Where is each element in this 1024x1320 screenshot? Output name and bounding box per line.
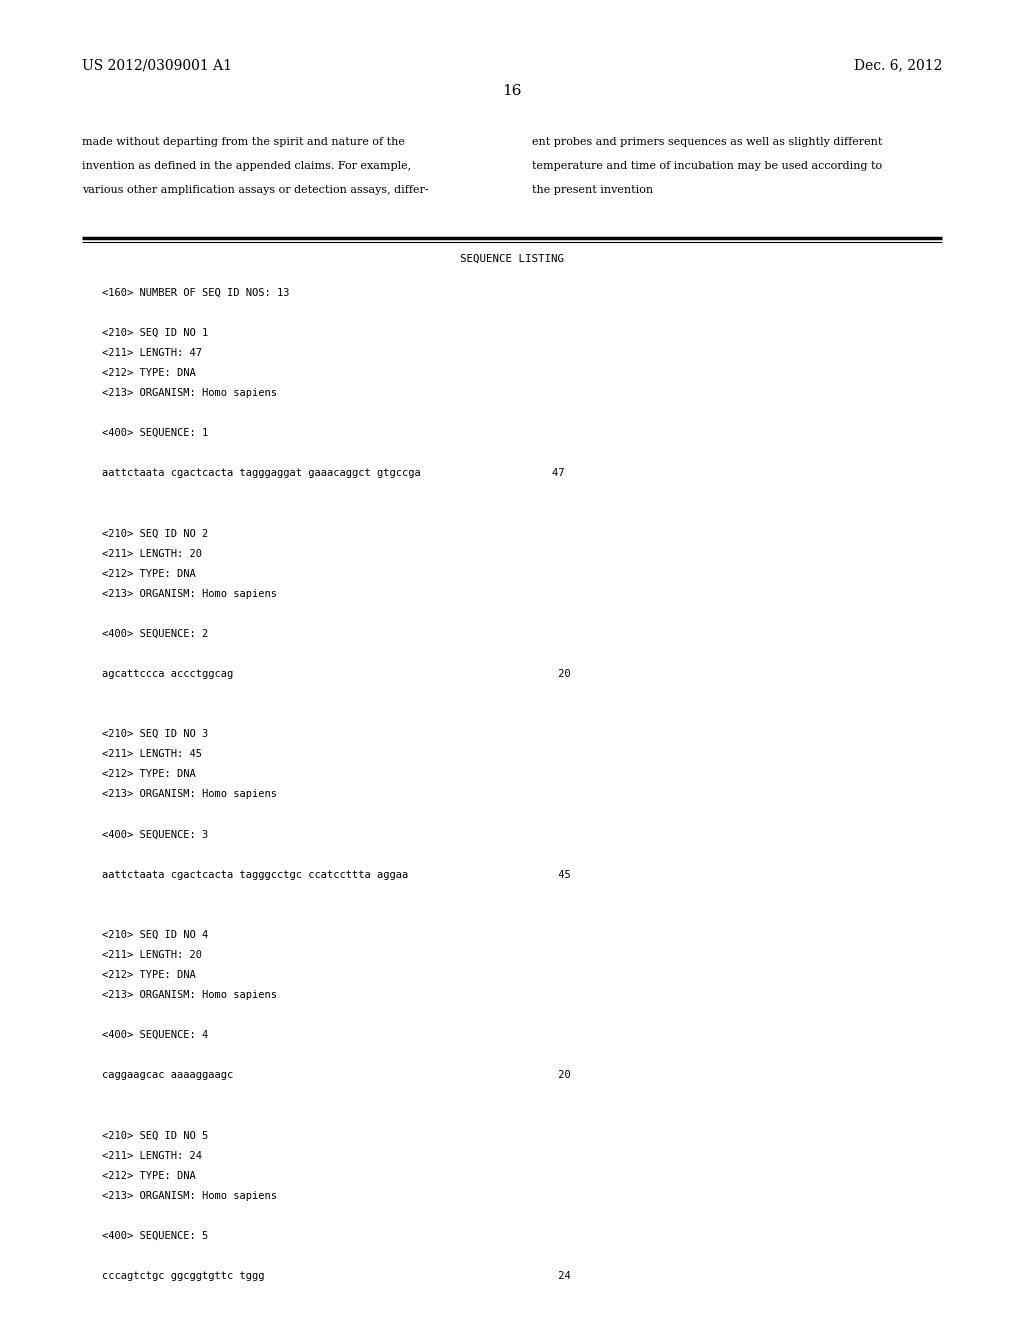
Text: invention as defined in the appended claims. For example,: invention as defined in the appended cla…: [82, 161, 411, 172]
Text: Dec. 6, 2012: Dec. 6, 2012: [854, 58, 942, 73]
Text: <160> NUMBER OF SEQ ID NOS: 13: <160> NUMBER OF SEQ ID NOS: 13: [102, 288, 290, 298]
Text: <213> ORGANISM: Homo sapiens: <213> ORGANISM: Homo sapiens: [102, 388, 278, 399]
Text: <212> TYPE: DNA: <212> TYPE: DNA: [102, 368, 197, 378]
Text: <211> LENGTH: 47: <211> LENGTH: 47: [102, 348, 203, 358]
Text: 16: 16: [502, 84, 522, 99]
Text: <211> LENGTH: 45: <211> LENGTH: 45: [102, 750, 203, 759]
Text: <211> LENGTH: 20: <211> LENGTH: 20: [102, 549, 203, 558]
Text: made without departing from the spirit and nature of the: made without departing from the spirit a…: [82, 137, 404, 148]
Text: <213> ORGANISM: Homo sapiens: <213> ORGANISM: Homo sapiens: [102, 1191, 278, 1201]
Text: <212> TYPE: DNA: <212> TYPE: DNA: [102, 970, 197, 979]
Text: <213> ORGANISM: Homo sapiens: <213> ORGANISM: Homo sapiens: [102, 589, 278, 599]
Text: agcattccca accctggcag                                                    20: agcattccca accctggcag 20: [102, 669, 571, 678]
Text: <400> SEQUENCE: 2: <400> SEQUENCE: 2: [102, 628, 209, 639]
Text: <213> ORGANISM: Homo sapiens: <213> ORGANISM: Homo sapiens: [102, 789, 278, 800]
Text: <210> SEQ ID NO 4: <210> SEQ ID NO 4: [102, 929, 209, 940]
Text: the present invention: the present invention: [532, 185, 653, 195]
Text: various other amplification assays or detection assays, differ-: various other amplification assays or de…: [82, 185, 429, 195]
Text: <400> SEQUENCE: 1: <400> SEQUENCE: 1: [102, 428, 209, 438]
Text: <210> SEQ ID NO 5: <210> SEQ ID NO 5: [102, 1130, 209, 1140]
Text: <400> SEQUENCE: 4: <400> SEQUENCE: 4: [102, 1030, 209, 1040]
Text: temperature and time of incubation may be used according to: temperature and time of incubation may b…: [532, 161, 883, 172]
Text: <400> SEQUENCE: 5: <400> SEQUENCE: 5: [102, 1230, 209, 1241]
Text: ent probes and primers sequences as well as slightly different: ent probes and primers sequences as well…: [532, 137, 883, 148]
Text: cccagtctgc ggcggtgttc tggg                                               24: cccagtctgc ggcggtgttc tggg 24: [102, 1271, 571, 1280]
Text: aattctaata cgactcacta tagggaggat gaaacaggct gtgccga                     47: aattctaata cgactcacta tagggaggat gaaacag…: [102, 469, 565, 478]
Text: <210> SEQ ID NO 1: <210> SEQ ID NO 1: [102, 327, 209, 338]
Text: <212> TYPE: DNA: <212> TYPE: DNA: [102, 569, 197, 578]
Text: <210> SEQ ID NO 3: <210> SEQ ID NO 3: [102, 729, 209, 739]
Text: <211> LENGTH: 20: <211> LENGTH: 20: [102, 950, 203, 960]
Text: <400> SEQUENCE: 3: <400> SEQUENCE: 3: [102, 829, 209, 840]
Text: <210> SEQ ID NO 2: <210> SEQ ID NO 2: [102, 528, 209, 539]
Text: <213> ORGANISM: Homo sapiens: <213> ORGANISM: Homo sapiens: [102, 990, 278, 1001]
Text: SEQUENCE LISTING: SEQUENCE LISTING: [460, 253, 564, 264]
Text: <212> TYPE: DNA: <212> TYPE: DNA: [102, 1171, 197, 1180]
Text: <212> TYPE: DNA: <212> TYPE: DNA: [102, 770, 197, 779]
Text: caggaagcac aaaaggaagc                                                    20: caggaagcac aaaaggaagc 20: [102, 1071, 571, 1080]
Text: <211> LENGTH: 24: <211> LENGTH: 24: [102, 1151, 203, 1160]
Text: US 2012/0309001 A1: US 2012/0309001 A1: [82, 58, 231, 73]
Text: aattctaata cgactcacta tagggcctgc ccatccttta aggaa                        45: aattctaata cgactcacta tagggcctgc ccatcct…: [102, 870, 571, 879]
